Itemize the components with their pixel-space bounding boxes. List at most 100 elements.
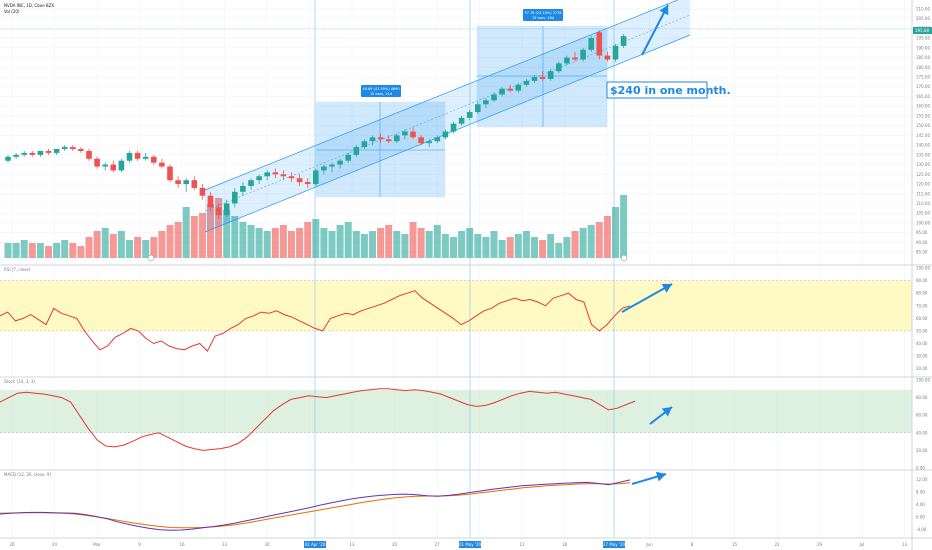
price-tick: 165.00 <box>916 94 930 99</box>
price-tick: 185.00 <box>916 55 930 60</box>
volume-bar <box>158 231 166 258</box>
macd-axis: 12.00 8.00 4.00 0.00 -4.00 <box>916 477 928 532</box>
candle-body <box>491 94 497 101</box>
candle-body <box>523 80 530 85</box>
time-highlight: 27 May '20 <box>603 542 626 547</box>
indicator-lines <box>0 290 636 531</box>
volume-bar <box>612 207 619 258</box>
volume-bar <box>182 207 190 258</box>
candle-body <box>29 152 36 155</box>
price-tick: 150.00 <box>916 123 930 128</box>
stoch-band <box>0 390 912 433</box>
measure-label-2[interactable]: 37.78 (23.10%) 3778 19 bars, 26d <box>523 9 563 21</box>
volume-bar <box>255 228 263 258</box>
date-markers <box>0 0 912 538</box>
stoch-arrow <box>649 406 673 425</box>
arrow-head <box>661 284 672 293</box>
time-tick: 8 <box>691 542 694 547</box>
volume-bar <box>595 222 603 258</box>
volume-bar <box>271 228 279 258</box>
event-marker <box>147 254 155 262</box>
volume-bar <box>288 231 295 258</box>
price-tick: 125.00 <box>916 172 930 177</box>
channel-upper <box>204 0 679 191</box>
volume-bar <box>458 231 466 258</box>
candle-body <box>5 156 11 161</box>
trend-arrows[interactable] <box>147 4 673 485</box>
price-tick: 130.00 <box>916 162 930 167</box>
candle-body <box>385 139 392 142</box>
candle-body <box>547 71 554 79</box>
candle-body <box>353 147 360 155</box>
candle-body <box>215 207 222 216</box>
volume-bar <box>466 228 474 258</box>
candle-body <box>313 170 319 185</box>
volume-header: Vol (20) <box>4 9 20 14</box>
price-tick: 95.00 <box>916 230 928 235</box>
stoch-line <box>0 388 636 451</box>
volume-bar <box>539 240 547 258</box>
candle-body <box>45 150 52 153</box>
stoch-tick: 100.00 <box>916 378 930 383</box>
candle-body <box>612 45 619 60</box>
volume-bar <box>296 228 304 258</box>
volume-bar <box>393 231 401 258</box>
price-arrow <box>641 4 669 56</box>
volume-bar <box>498 240 506 258</box>
time-tick: 29 <box>817 542 823 547</box>
time-tick: 9 <box>138 542 141 547</box>
event-marker <box>620 254 628 262</box>
volume-bar <box>215 198 223 258</box>
macd-tick: 4.00 <box>916 502 925 507</box>
candle-body <box>539 77 546 79</box>
candle-body <box>531 77 538 81</box>
time-tick: Jun <box>645 542 653 547</box>
arrow-shaft <box>641 4 669 56</box>
candle-body <box>86 150 92 159</box>
price-tick: 90.00 <box>916 240 928 245</box>
volume-bar <box>117 231 125 258</box>
candle-body <box>402 131 408 136</box>
rsi-arrow <box>621 283 673 313</box>
volume-bar <box>223 210 231 258</box>
volume-bar <box>134 237 142 258</box>
time-tick: Jul <box>859 542 865 547</box>
time-tick: 23 <box>222 542 228 547</box>
arrow-head <box>661 407 672 417</box>
candle-body <box>94 158 100 167</box>
measure-label-1[interactable]: 46.69 (41.59%) 4690 15 bars, 21d <box>361 85 401 97</box>
volume-bar <box>174 222 182 258</box>
rsi-tick: 70.00 <box>916 303 928 308</box>
volume-bar <box>531 237 538 258</box>
time-tick: 15 <box>732 542 738 547</box>
time-tick: 18 <box>562 542 568 547</box>
price-tick: 155.00 <box>916 113 930 118</box>
volume-bar <box>166 225 174 258</box>
candle-body <box>304 182 311 185</box>
volume-bar <box>433 225 441 258</box>
candle-body <box>329 164 335 167</box>
channel-mid <box>204 14 691 212</box>
rsi-axis: 100.00 90.00 80.00 70.00 60.00 50.00 40.00 30.0… <box>916 266 930 372</box>
time-highlight-bg <box>304 541 326 548</box>
volume-bar <box>377 228 385 258</box>
volume-bar <box>547 234 555 258</box>
stoch-tick: 60.00 <box>916 413 928 418</box>
rsi-tick: 20.00 <box>916 366 928 371</box>
volume-bar <box>207 204 214 258</box>
volume-bar <box>93 231 101 258</box>
price-tick: 210.00 <box>916 6 930 11</box>
candle-body <box>515 84 522 91</box>
volume-bar <box>344 222 352 258</box>
candle-body <box>345 154 351 161</box>
volume-bar <box>36 243 44 258</box>
price-tick: 170.00 <box>916 84 930 89</box>
macd-tick: -4.00 <box>916 527 927 532</box>
candle-body <box>126 152 133 161</box>
svg-text:$240 in one month.: $240 in one month. <box>610 84 731 97</box>
price-callout[interactable]: $240 in one month. <box>606 81 731 99</box>
time-tick: 30 <box>264 542 270 547</box>
grid <box>0 0 912 538</box>
